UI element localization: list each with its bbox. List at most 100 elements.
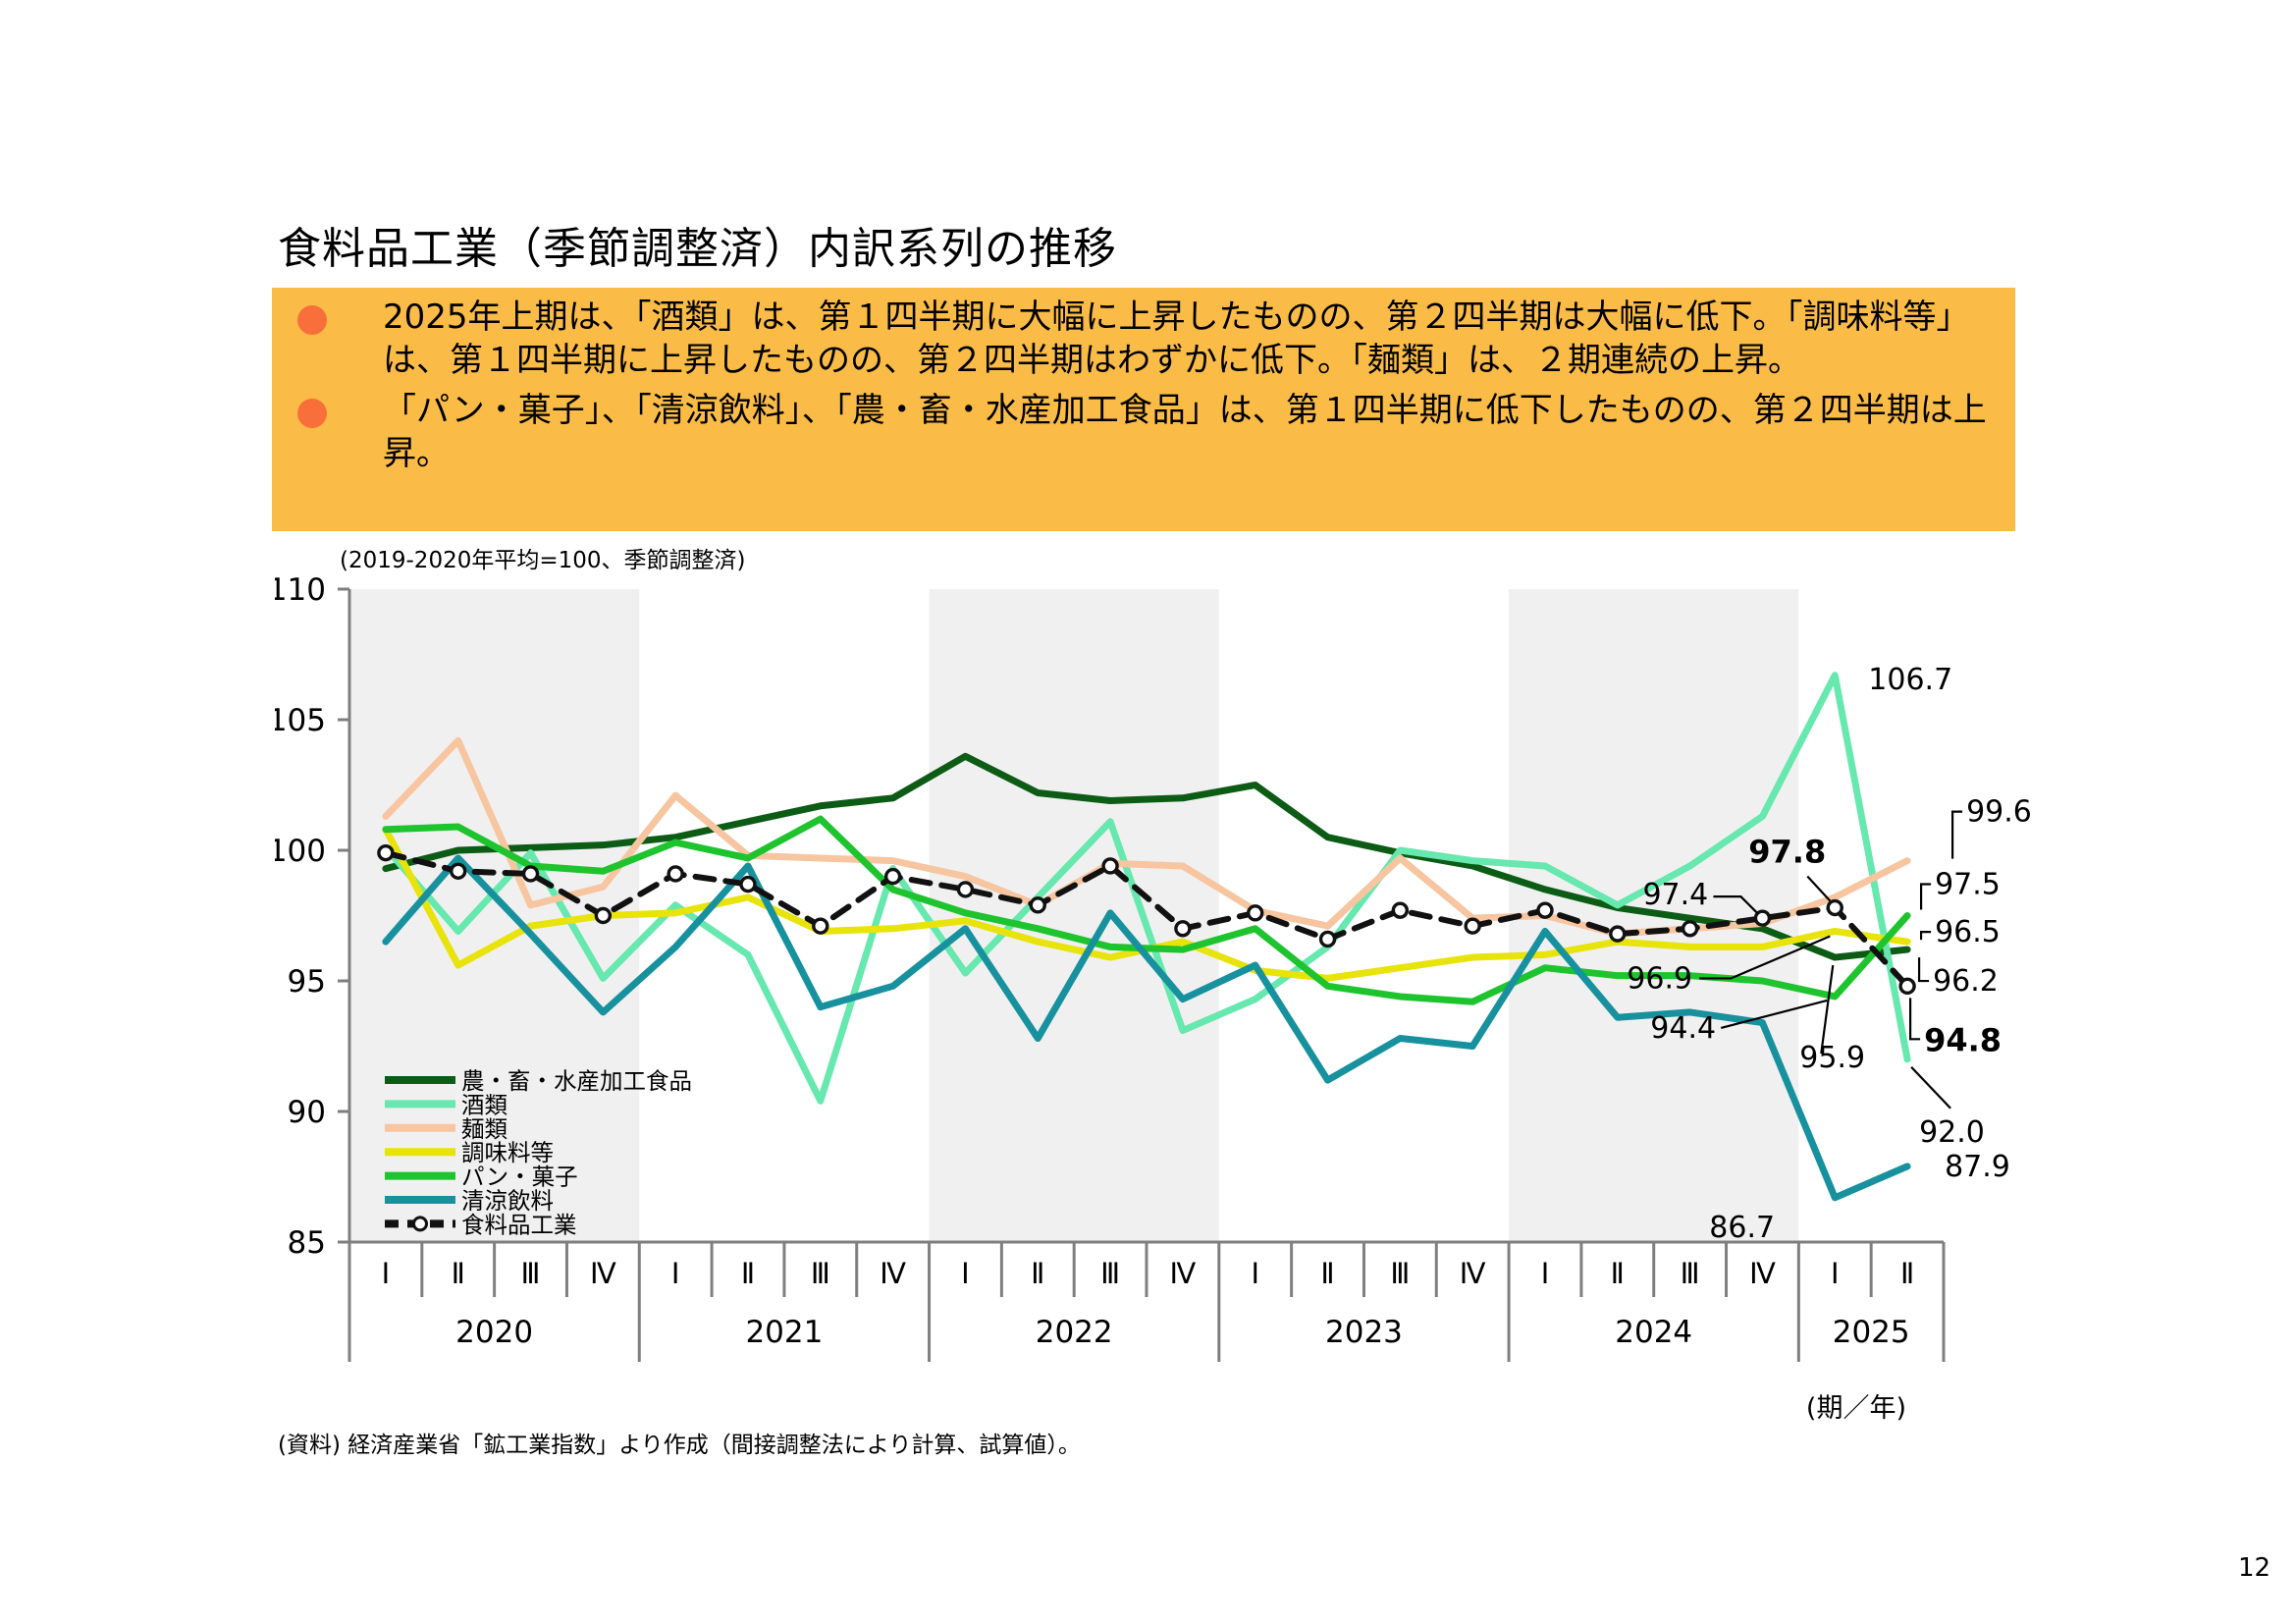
quarter-label: Ⅰ — [961, 1257, 970, 1290]
series-line-パン・菓子 — [382, 815, 1911, 1005]
quarter-label: Ⅲ — [1390, 1257, 1410, 1290]
summary-text-1: 2025年上期は、「酒類」は、第１四半期に大幅に上昇したものの、第２四半期は大幅… — [383, 298, 1970, 380]
series-marker-食料品工業 — [812, 917, 829, 935]
year-label: 2025 — [1833, 1315, 1910, 1350]
series-marker-食料品工業 — [1318, 930, 1337, 948]
series-marker-食料品工業 — [1681, 920, 1699, 938]
legend-label: 農・畜・水産加工食品 — [461, 1067, 692, 1095]
year-label: 2023 — [1325, 1315, 1403, 1350]
annotation-leader — [1820, 964, 1835, 1055]
legend-item-清涼飲料: 清涼飲料 — [385, 1187, 554, 1215]
legend-label: 食料品工業 — [461, 1211, 577, 1238]
page-number: 12 — [2238, 1553, 2271, 1583]
summary-bullet-2: 「パン・菓子」、「清涼飲料」、「農・畜・水産加工食品」は、第１四半期に低下したも… — [297, 390, 1998, 476]
quarter-label: Ⅳ — [1460, 1257, 1486, 1290]
legend-label: パン・菓子 — [461, 1164, 578, 1191]
series-line-食料品工業 — [382, 849, 1911, 990]
legend-item-農・畜・水産加工食品: 農・畜・水産加工食品 — [385, 1067, 692, 1095]
quarter-label: Ⅰ — [1251, 1257, 1259, 1290]
legend-item-調味料等: 調味料等 — [385, 1139, 554, 1166]
quarter-label: Ⅰ — [382, 1257, 391, 1290]
series-marker-食料品工業 — [739, 875, 757, 893]
data-label-86.7: 86.7 — [1709, 1211, 1775, 1245]
quarter-label: Ⅲ — [521, 1257, 541, 1290]
annotation-leader — [1950, 810, 1963, 859]
quarter-label: Ⅱ — [1320, 1257, 1334, 1290]
legend-label: 清涼飲料 — [461, 1187, 554, 1215]
quarter-label: Ⅳ — [1170, 1257, 1197, 1290]
series-marker-食料品工業 — [1464, 917, 1481, 935]
series-marker-食料品工業 — [1898, 977, 1916, 996]
data-label-92.0: 92.0 — [1919, 1115, 1985, 1150]
series-marker-食料品工業 — [450, 862, 467, 880]
quarter-label: Ⅳ — [1749, 1257, 1776, 1290]
annotation-leader — [1910, 1066, 1951, 1110]
series-marker-食料品工業 — [956, 881, 975, 898]
legend-label: 麺類 — [461, 1115, 507, 1143]
chart-subtitle-note: (2019-2020年平均=100、季節調整済) — [340, 548, 745, 573]
series-marker-食料品工業 — [1029, 896, 1046, 914]
annotation-leader — [1908, 998, 1921, 1041]
quarter-label: Ⅱ — [1900, 1257, 1914, 1290]
quarter-label: Ⅰ — [1831, 1257, 1840, 1290]
y-tick-label: 105 — [275, 703, 326, 738]
annotation-leader — [1699, 935, 1831, 980]
year-label: 2020 — [455, 1315, 533, 1350]
data-label-96.2: 96.2 — [1933, 964, 1999, 999]
quarter-label: Ⅰ — [1541, 1257, 1550, 1290]
series-marker-食料品工業 — [377, 843, 395, 862]
annotation-leader — [1919, 883, 1932, 910]
axis-unit-label: (期／年) — [1806, 1393, 1906, 1424]
data-label-87.9: 87.9 — [1945, 1150, 2010, 1184]
series-line-酒類 — [382, 672, 1911, 1105]
quarter-label: Ⅱ — [1611, 1257, 1625, 1290]
trend-chart: (2019-2020年平均=100、季節調整済) 110 105 100 95 90 85 1… — [268, 548, 2032, 1424]
legend-item-パン・菓子: パン・菓子 — [385, 1164, 578, 1191]
quarter-label: Ⅳ — [880, 1257, 906, 1290]
series-marker-食料品工業 — [1247, 904, 1264, 922]
legend-label: 調味料等 — [461, 1139, 554, 1166]
legend-marker — [412, 1216, 428, 1232]
chart-area: (2019-2020年平均=100、季節調整済) 110 105 100 95 90 85 1… — [268, 545, 2032, 1429]
annotation-leader — [1713, 895, 1759, 914]
y-tick-label: 110 — [275, 572, 326, 608]
data-label-97.5: 97.5 — [1935, 868, 2001, 902]
series-marker-食料品工業 — [1101, 857, 1119, 875]
y-tick-label: 90 — [288, 1095, 326, 1130]
annotation-leader — [1806, 875, 1832, 902]
y-tick-label: 100 — [275, 834, 326, 869]
quarter-label: Ⅰ — [671, 1257, 680, 1290]
legend-item-酒類: 酒類 — [385, 1091, 507, 1118]
bullet-circle-icon — [297, 305, 327, 335]
y-tick-label: 85 — [288, 1225, 326, 1261]
summary-band: 2025年上期は、「酒類」は、第１四半期に大幅に上昇したものの、第２四半期は大幅… — [272, 288, 2015, 531]
year-label: 2022 — [1036, 1315, 1113, 1350]
source-note: (資料) 経済産業省「鉱工業指数」より作成（間接調整法により計算、試算値）。 — [278, 1433, 1081, 1458]
series-marker-食料品工業 — [594, 906, 613, 925]
annotation-leader — [1720, 999, 1828, 1030]
data-label-96.5: 96.5 — [1935, 915, 2001, 949]
data-label-96.9: 96.9 — [1627, 961, 1692, 996]
series-marker-食料品工業 — [521, 865, 540, 883]
data-label-99.6: 99.6 — [1966, 795, 2032, 830]
quarter-label: Ⅳ — [590, 1257, 616, 1290]
quarter-label: Ⅲ — [811, 1257, 830, 1290]
series-marker-食料品工業 — [667, 865, 684, 883]
annotation-leader — [1917, 957, 1930, 983]
year-label: 2024 — [1615, 1315, 1692, 1350]
series-marker-食料品工業 — [1536, 901, 1554, 919]
data-label-94.4: 94.4 — [1650, 1011, 1716, 1046]
data-label-97.4: 97.4 — [1642, 878, 1708, 912]
data-label-106.7: 106.7 — [1868, 663, 1952, 697]
legend-item-食料品工業: 食料品工業 — [385, 1211, 577, 1238]
quarter-label: Ⅲ — [1681, 1257, 1700, 1290]
annotation-leader — [1919, 931, 1932, 941]
quarter-label: Ⅱ — [452, 1257, 465, 1290]
legend-item-麺類: 麺類 — [385, 1115, 507, 1143]
legend-label: 酒類 — [461, 1091, 507, 1118]
summary-text-2: 「パン・菓子」、「清涼飲料」、「農・畜・水産加工食品」は、第１四半期に低下したも… — [383, 390, 1987, 473]
bullet-circle-icon — [297, 398, 327, 428]
summary-bullet-1: 2025年上期は、「酒類」は、第１四半期に大幅に上昇したものの、第２四半期は大幅… — [297, 297, 1998, 383]
series-marker-食料品工業 — [883, 867, 902, 886]
data-label-95.9: 95.9 — [1799, 1041, 1865, 1075]
